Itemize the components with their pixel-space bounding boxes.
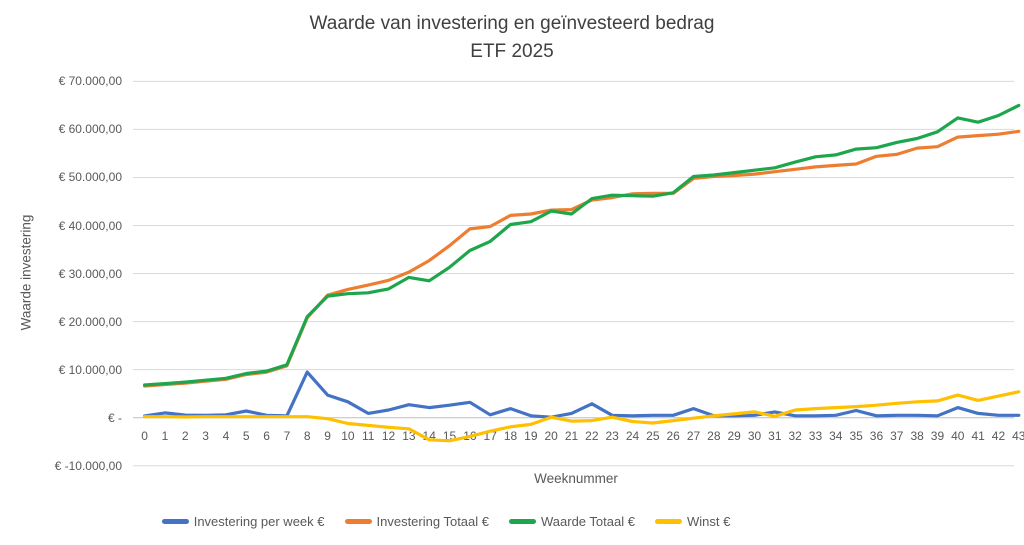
- legend-label: Investering per week €: [193, 514, 325, 529]
- x-axis-label: 20: [544, 429, 558, 443]
- series-line-waarde-totaal: [143, 103, 1021, 387]
- x-axis-label: 5: [242, 429, 250, 443]
- legend-line-swatch: [344, 519, 372, 524]
- legend-item-investering-per-week: Investering per week €: [161, 514, 325, 529]
- x-axis-label: 13: [402, 429, 416, 443]
- x-axis-label: 43: [1012, 429, 1024, 443]
- x-axis-label: 6: [263, 429, 270, 443]
- legend-label: Waarde Totaal €: [541, 514, 635, 529]
- x-axis-label: 16: [463, 429, 477, 443]
- series-line-investering-per-week: [143, 370, 1021, 419]
- y-axis-label: € 50.000,00: [58, 170, 122, 185]
- x-axis-label: 18: [503, 429, 518, 443]
- x-axis-label: 25: [646, 429, 660, 443]
- x-axis-label: 12: [381, 429, 396, 443]
- x-axis-label: 1: [161, 429, 169, 443]
- legend-label: Investering Totaal €: [376, 514, 490, 529]
- x-axis-title: Weeknummer: [534, 471, 618, 486]
- x-axis-label: 8: [303, 429, 311, 443]
- x-axis-label: 9: [324, 429, 331, 443]
- x-axis-label: 19: [524, 429, 538, 443]
- x-axis-label: 2: [181, 429, 189, 443]
- x-axis-label: 3: [202, 429, 209, 443]
- y-axis-label: € 30.000,00: [58, 266, 122, 281]
- x-axis-label: 4: [222, 429, 230, 443]
- legend-line-swatch: [161, 519, 189, 524]
- x-axis-label: 32: [788, 429, 802, 443]
- x-axis-label: 23: [605, 429, 619, 443]
- x-axis-label: 11: [361, 429, 375, 443]
- y-axis-label: € -10.000,00: [54, 458, 122, 473]
- y-axis-label: € 60.000,00: [58, 122, 122, 137]
- legend: Investering per week € Investering Totaal…: [0, 514, 892, 529]
- x-axis-label: 21: [564, 429, 579, 443]
- x-axis-label: 28: [707, 429, 721, 443]
- legend-item-winst: Winst €: [654, 514, 731, 529]
- x-axis-label: 7: [283, 429, 291, 443]
- chart-subtitle: ETF 2025: [470, 41, 554, 62]
- x-axis-label: 17: [483, 429, 497, 443]
- x-axis-label: 0: [141, 429, 148, 443]
- legend-item-investering-totaal: Investering Totaal €: [344, 514, 490, 529]
- x-axis-label: 42: [991, 429, 1006, 443]
- series-line-investering-totaal: [143, 129, 1021, 388]
- x-axis-label: 22: [585, 429, 599, 443]
- y-axis-label: € 70.000,00: [58, 74, 122, 89]
- x-axis-label: 30: [747, 429, 762, 443]
- x-axis-label: 15: [442, 429, 457, 443]
- legend-line-swatch: [654, 519, 682, 524]
- x-axis-label: 24: [625, 429, 640, 443]
- x-axis-label: 39: [930, 429, 945, 443]
- y-axis-label: € 20.000,00: [58, 314, 122, 329]
- x-axis-label: 41: [971, 429, 985, 443]
- chart-title: Waarde van investering en geïnvesteerd b…: [309, 13, 715, 34]
- x-axis-label: 26: [666, 429, 680, 443]
- x-axis-label: 38: [910, 429, 924, 443]
- x-axis-label: 36: [869, 429, 884, 443]
- x-axis-label: 37: [890, 429, 904, 443]
- x-axis-label: 27: [686, 429, 701, 443]
- x-axis-label: 14: [422, 429, 436, 443]
- x-axis-label: 10: [341, 429, 355, 443]
- x-axis-label: 29: [727, 429, 741, 443]
- y-axis-label: € -: [107, 410, 122, 425]
- legend-item-waarde-totaal: Waarde Totaal €: [509, 514, 635, 529]
- legend-label: Winst €: [686, 514, 731, 529]
- y-axis-label: € 40.000,00: [58, 218, 122, 233]
- legend-line-swatch: [509, 519, 536, 524]
- x-axis-label: 34: [829, 429, 843, 443]
- x-axis-label: 33: [808, 429, 823, 443]
- x-axis-label: 31: [768, 429, 782, 443]
- x-axis-label: 35: [849, 429, 863, 443]
- x-axis-label: 40: [951, 429, 965, 443]
- y-axis-label: € 10.000,00: [58, 362, 122, 377]
